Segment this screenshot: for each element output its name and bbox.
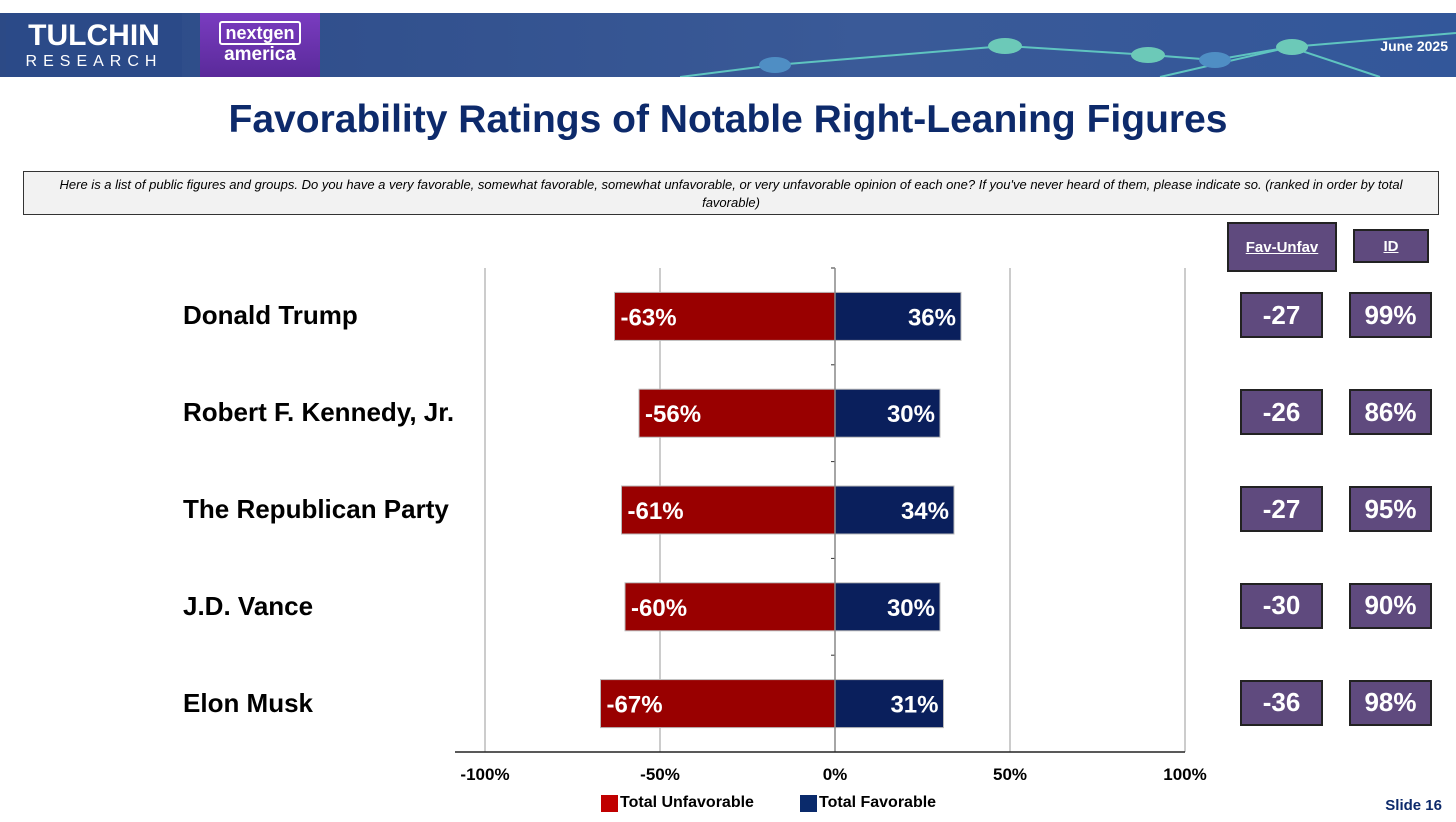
id-header: ID bbox=[1353, 229, 1429, 263]
logo-text: TULCHIN bbox=[28, 19, 160, 52]
page-title: Favorability Ratings of Notable Right-Le… bbox=[228, 98, 1228, 141]
net-value-box: -26 bbox=[1240, 389, 1323, 436]
net-value-box: -27 bbox=[1240, 486, 1323, 532]
data-label-favorable: 31% bbox=[890, 692, 938, 719]
id-value-box: 90% bbox=[1349, 582, 1432, 629]
data-label-favorable: 34% bbox=[901, 498, 949, 525]
bar-unfavorable bbox=[600, 679, 836, 729]
data-label-favorable: 30% bbox=[887, 595, 935, 622]
category-label: Donald Trump bbox=[183, 300, 358, 331]
x-tick-label: 50% bbox=[993, 765, 1027, 784]
logo-subtext: RESEARCH bbox=[25, 53, 163, 70]
legend-favorable: Total Favorable bbox=[800, 794, 936, 812]
slide-number: Slide 16 bbox=[1385, 797, 1442, 814]
data-label-unfavorable: -63% bbox=[621, 304, 677, 331]
tulchin-logo: TULCHIN RESEARCH bbox=[6, 13, 182, 77]
category-label: The Republican Party bbox=[183, 494, 449, 524]
x-tick-label: 100% bbox=[1163, 765, 1206, 784]
data-label-unfavorable: -67% bbox=[607, 692, 663, 719]
category-label: Elon Musk bbox=[183, 687, 314, 718]
id-value-box: 95% bbox=[1349, 486, 1432, 532]
bar-unfavorable bbox=[624, 582, 836, 632]
network-decoration-icon bbox=[680, 32, 1456, 77]
nextgen-logo: nextgen america bbox=[200, 13, 320, 77]
data-label-unfavorable: -60% bbox=[631, 595, 687, 622]
legend-label: Total Unfavorable bbox=[620, 794, 754, 811]
net-value-box: -30 bbox=[1240, 582, 1323, 629]
header-banner: TULCHIN RESEARCH nextgen america June 20… bbox=[0, 13, 1456, 77]
legend-swatch bbox=[601, 794, 618, 812]
date-label: June 2025 bbox=[1380, 38, 1448, 54]
bar-favorable bbox=[834, 485, 955, 535]
bar-favorable bbox=[834, 679, 944, 729]
data-label-unfavorable: -56% bbox=[645, 401, 701, 428]
data-label-unfavorable: -61% bbox=[628, 498, 684, 525]
net-header: Fav-Unfav bbox=[1227, 222, 1337, 272]
x-tick-label: -50% bbox=[640, 765, 680, 784]
data-label-favorable: 30% bbox=[887, 401, 935, 428]
net-value-box: -36 bbox=[1240, 679, 1323, 726]
legend-swatch bbox=[800, 794, 817, 812]
x-tick-label: 0% bbox=[823, 765, 848, 784]
data-label-favorable: 36% bbox=[908, 304, 956, 331]
bar-unfavorable bbox=[614, 291, 836, 341]
category-label: Robert F. Kennedy, Jr. bbox=[183, 397, 455, 428]
logo-text: nextgen bbox=[219, 21, 301, 45]
net-value-box: -27 bbox=[1240, 292, 1323, 339]
bar-unfavorable bbox=[621, 485, 836, 535]
bar-unfavorable bbox=[638, 388, 836, 438]
bar-favorable bbox=[834, 291, 962, 341]
x-tick-label: -100% bbox=[460, 765, 509, 784]
id-value-box: 98% bbox=[1349, 679, 1432, 726]
bar-favorable bbox=[834, 582, 941, 632]
category-label: J.D. Vance bbox=[183, 590, 314, 621]
question-text: Here is a list of public figures and gro… bbox=[23, 171, 1439, 215]
legend-unfavorable: Total Unfavorable bbox=[601, 794, 754, 812]
id-value-box: 86% bbox=[1349, 389, 1432, 436]
id-value-box: 99% bbox=[1349, 292, 1432, 339]
legend-label: Total Favorable bbox=[819, 794, 937, 811]
logo-subtext: america bbox=[224, 44, 296, 65]
